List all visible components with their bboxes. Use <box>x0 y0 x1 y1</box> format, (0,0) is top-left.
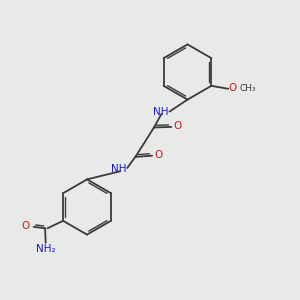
Text: CH₃: CH₃ <box>239 84 256 93</box>
Text: NH: NH <box>153 107 168 117</box>
Text: NH₂: NH₂ <box>36 244 56 254</box>
Text: O: O <box>22 221 30 231</box>
Text: O: O <box>173 121 181 131</box>
Text: O: O <box>229 83 237 93</box>
Text: NH: NH <box>110 164 126 174</box>
Text: O: O <box>154 150 162 160</box>
